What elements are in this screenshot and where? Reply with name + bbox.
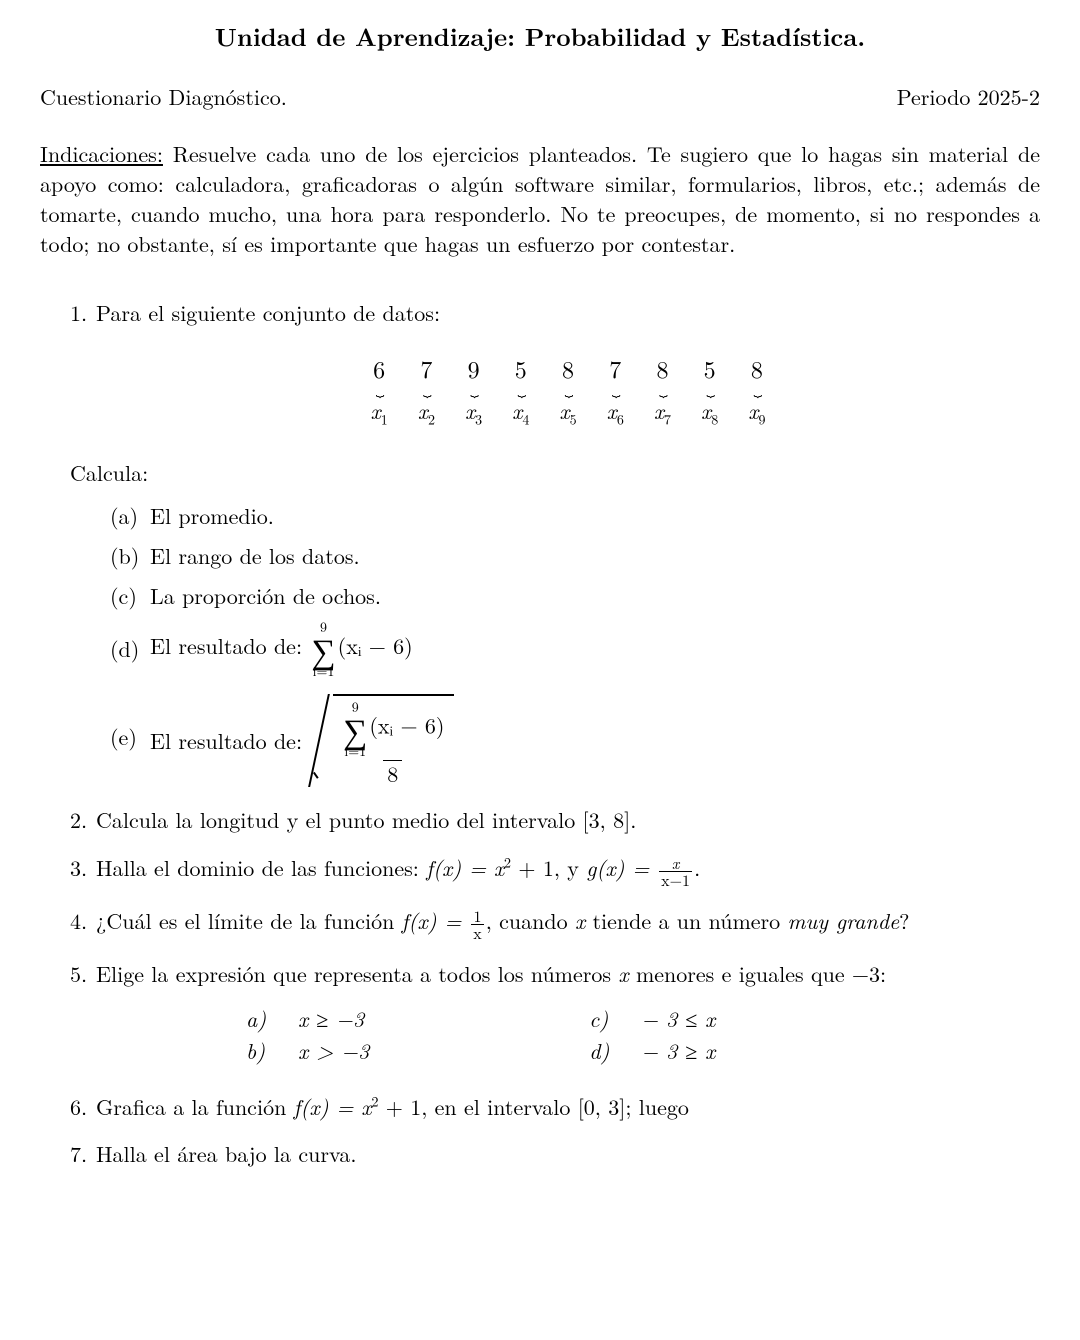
sum-symbol: 9 ∑ i=1 [311,620,335,678]
question-4: 4. ¿Cuál es el límite de la función f(x)… [70,906,1040,941]
question-1: 1. Para el siguiente conjunto de datos: … [70,298,1040,787]
question-list: 1. Para el siguiente conjunto de datos: … [40,298,1040,1169]
q1-intro: Para el siguiente conjunto de datos: [96,297,440,328]
q1-data-row: 6⏟x1 7⏟x2 9⏟x3 5⏟x4 8⏟x5 7⏟x6 8⏟x7 5⏟x8 … [96,352,1040,430]
question-2: 2. Calcula la longitud y el punto medio … [70,805,1040,835]
q5-choices: a) x ≥ −3 b) x > −3 c) − 3 ≤ x d) − 3 ≥ … [246,1004,1040,1067]
question-7: 7. Halla el área bajo la curva. [70,1139,1040,1169]
instructions-label: Indicaciones: [40,138,163,169]
instructions-text: Resuelve cada uno de los ejercicios plan… [40,138,1040,258]
question-5: 5. Elige la expresión que representa a t… [70,959,1040,1068]
document-page: Unidad de Aprendizaje: Probabilidad y Es… [0,0,1080,1340]
question-number: 1. [70,298,87,328]
q1-calc-label: Calcula: [70,458,1040,488]
page-title: Unidad de Aprendizaje: Probabilidad y Es… [40,20,1040,54]
question-3: 3. Halla el dominio de las funciones: f(… [70,853,1040,888]
sqrt-expression: 9 ∑ i=1 (xᵢ − 6) 8 [313,694,454,787]
instructions-paragraph: Indicaciones: Resuelve cada uno de los e… [40,139,1040,258]
q1-sub-list: (a)El promedio. (b)El rango de los datos… [96,501,1040,787]
question-6: 6. Grafica a la función f(x) = x2 + 1, e… [70,1092,1040,1122]
header-right: Periodo 2025-2 [897,82,1040,112]
header-row: Cuestionario Diagnóstico. Periodo 2025-2 [40,82,1040,112]
header-left: Cuestionario Diagnóstico. [40,82,287,112]
